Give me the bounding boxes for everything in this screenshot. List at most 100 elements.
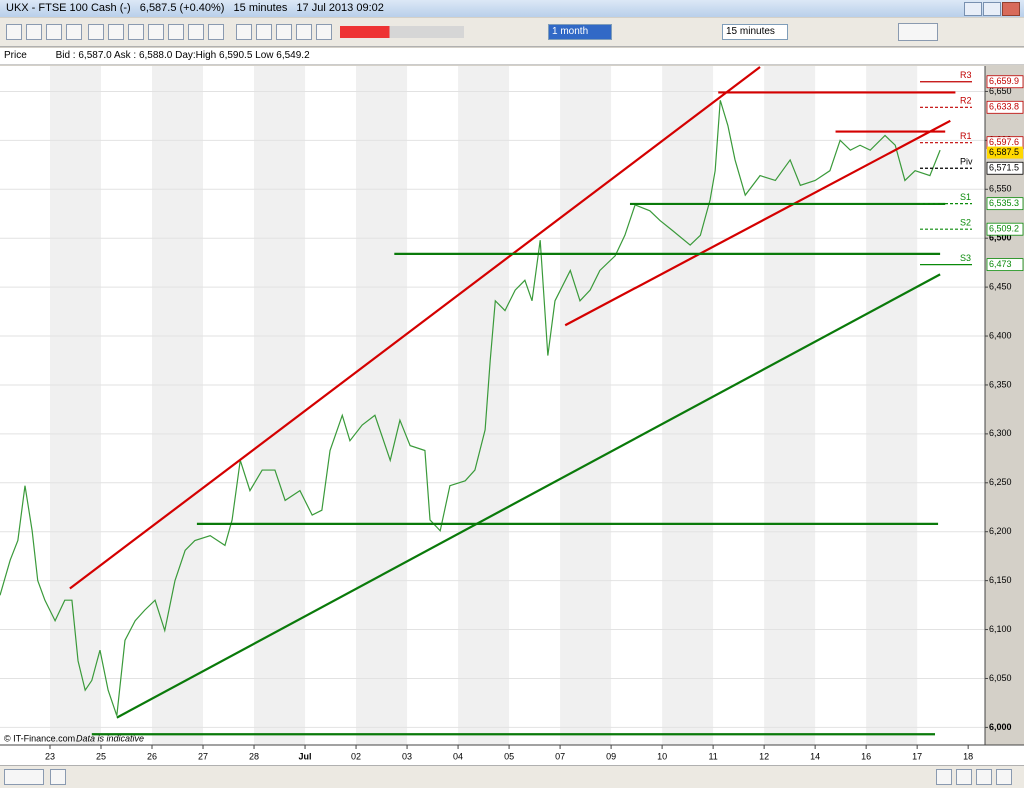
indicator-button[interactable]	[898, 23, 938, 41]
x-tick-label: 02	[351, 751, 361, 761]
pivot-label: 6,571.5	[989, 163, 1019, 173]
x-tick-label: 25	[96, 751, 106, 761]
tool-fib[interactable]	[296, 24, 312, 40]
pivot-label: 6,473	[989, 259, 1012, 269]
pivot-name: R2	[960, 96, 972, 106]
price-line	[0, 100, 941, 716]
tool-extended[interactable]	[128, 24, 144, 40]
x-tick-label: 17	[912, 751, 922, 761]
pivot-name: S1	[960, 192, 971, 202]
window-interval: 15 minutes	[233, 2, 288, 14]
day-band	[866, 66, 918, 745]
x-tick-label: Jul	[299, 751, 312, 761]
x-tick-label: 16	[861, 751, 871, 761]
y-tick-label: 6,150	[989, 575, 1012, 585]
day-band	[560, 66, 612, 745]
pivot-label: 6,633.8	[989, 102, 1019, 112]
minimize[interactable]	[964, 2, 982, 16]
pivot-name: S2	[960, 218, 971, 228]
tool-ray[interactable]	[108, 24, 124, 40]
tool-arrow[interactable]	[148, 24, 164, 40]
pivot-label: 6,509.2	[989, 224, 1019, 234]
window-controls[interactable]	[964, 2, 1020, 16]
pivot-label-box	[986, 100, 1024, 114]
reset[interactable]	[956, 769, 972, 785]
tool-line[interactable]	[88, 24, 104, 40]
day-band	[662, 66, 714, 745]
zoom-fit[interactable]	[936, 769, 952, 785]
info-text: Bid : 6,587.0 Ask : 6,588.0 Day:High 6,5…	[55, 50, 310, 61]
window-quote: 6,587.5 (+0.40%)	[139, 2, 225, 14]
y-tick-label: 6,300	[989, 428, 1012, 438]
pivot-label-box	[986, 258, 1024, 272]
x-tick-label: 11	[708, 751, 717, 761]
x-tick-label: 23	[45, 751, 55, 761]
last-price-box	[987, 146, 1023, 159]
tool-vline[interactable]	[188, 24, 204, 40]
zoom-in[interactable]	[976, 769, 992, 785]
footer-source: © IT-Finance.com	[4, 733, 75, 743]
y-tick-label: 6,500	[989, 233, 1012, 243]
day-band	[764, 66, 816, 745]
x-tick-label: 26	[147, 751, 157, 761]
y-tick-label: 6,450	[989, 281, 1012, 291]
pivot-name: R1	[960, 131, 972, 141]
tool-ruler[interactable]	[26, 24, 42, 40]
tool-text[interactable]	[236, 24, 252, 40]
period-select[interactable]: 1 month	[548, 24, 612, 40]
tool-zigzag[interactable]	[316, 24, 332, 40]
day-band	[356, 66, 408, 745]
x-tick-label: 10	[657, 751, 667, 761]
tool-pointer[interactable]	[6, 24, 22, 40]
tool-zoom[interactable]	[66, 24, 82, 40]
color-palette[interactable]	[340, 26, 464, 38]
y-tick-label: 6,250	[989, 477, 1012, 487]
scroll-home[interactable]	[50, 769, 66, 785]
tool-hline[interactable]	[168, 24, 184, 40]
trendline	[69, 66, 761, 590]
x-tick-label: 09	[606, 751, 616, 761]
tool-pin[interactable]	[256, 24, 272, 40]
x-tick-label: 07	[555, 751, 565, 761]
day-band	[254, 66, 306, 745]
tool-bell[interactable]	[46, 24, 62, 40]
y-tick-label: 6,350	[989, 379, 1012, 389]
pivot-label: 6,597.6	[989, 137, 1019, 147]
day-band	[152, 66, 204, 745]
day-band	[49, 66, 101, 745]
pivot-label-box	[986, 197, 1024, 211]
footer-note: Data is indicative	[76, 733, 144, 743]
maximize[interactable]	[983, 2, 1001, 16]
y-tick-label: 6,650	[989, 86, 1012, 96]
info-bar: Price Bid : 6,587.0 Ask : 6,588.0 Day:Hi…	[0, 48, 1024, 65]
day-band	[458, 66, 510, 745]
y-tick-label: 6,200	[989, 526, 1012, 536]
title-bar: UKX - FTSE 100 Cash (-) 6,587.5 (+0.40%)…	[0, 0, 1024, 17]
tool-channel[interactable]	[208, 24, 224, 40]
trendline	[564, 119, 951, 327]
close[interactable]	[1002, 2, 1020, 16]
y-tick-label: 6,100	[989, 624, 1012, 634]
window-title: UKX - FTSE 100 Cash (-)	[6, 2, 131, 14]
chart: 6,000 6,050 6,100 6,150 6,200 6,250 6,300 6,350…	[0, 66, 1024, 765]
pivot-label: 6,659.9	[989, 76, 1019, 86]
info-label: Price	[4, 50, 27, 61]
toolbar: 1 month 15 minutes	[0, 18, 1024, 47]
y-tick-label: 6,400	[989, 330, 1012, 340]
trendline	[116, 273, 941, 719]
x-tick-label: 18	[963, 751, 973, 761]
x-tick-label: 28	[249, 751, 259, 761]
zoom-out[interactable]	[996, 769, 1012, 785]
scroll-left[interactable]	[4, 769, 44, 785]
tool-delete[interactable]	[276, 24, 292, 40]
last-price-label: 6,587.5	[989, 147, 1019, 157]
interval-select[interactable]: 15 minutes	[722, 24, 788, 40]
pivot-label-box	[986, 75, 1024, 89]
pivot-name: R3	[960, 70, 972, 80]
pivot-label-box	[986, 222, 1024, 236]
x-tick-label: 14	[810, 751, 820, 761]
bottom-bar	[0, 765, 1024, 788]
y-tick-label: 6,050	[989, 673, 1012, 683]
pivot-name: Piv	[960, 157, 973, 167]
